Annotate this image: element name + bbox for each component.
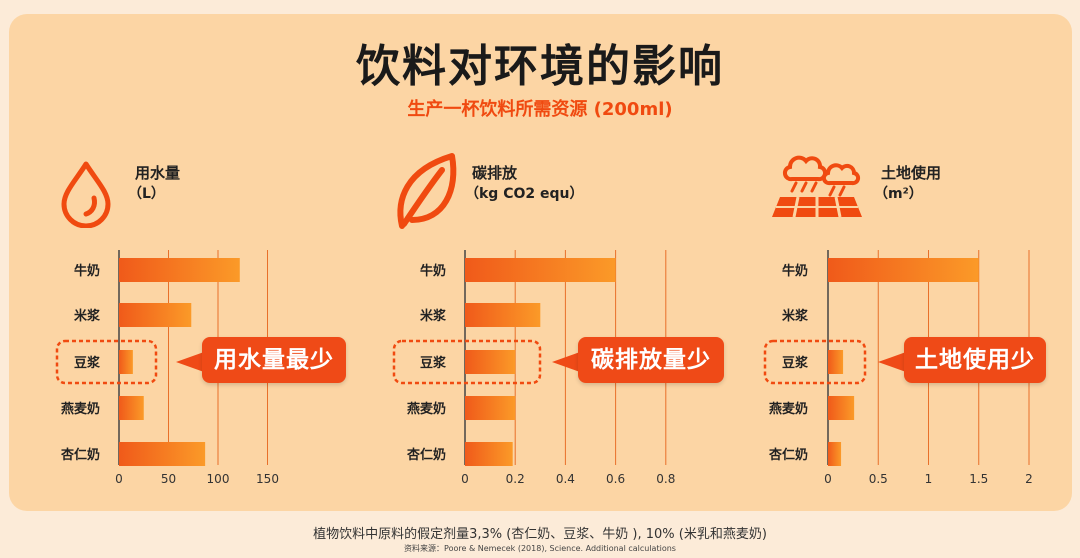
x-tick-label: 150	[256, 472, 279, 486]
leaf-icon	[392, 150, 462, 236]
bar	[119, 396, 144, 420]
category-label: 豆浆	[782, 355, 809, 371]
bar	[465, 396, 516, 420]
category-label: 米浆	[74, 308, 101, 324]
highlight-box	[392, 339, 542, 385]
source-citation: 资料来源：Poore & Nemecek (2018), Science. Ad…	[404, 544, 676, 553]
category-label: 牛奶	[74, 263, 100, 279]
category-label: 燕麦奶	[61, 401, 100, 417]
x-tick-label: 50	[161, 472, 176, 486]
category-label: 米浆	[782, 308, 809, 324]
water-metric-title: 用水量	[135, 164, 181, 182]
x-tick-label: 1	[925, 472, 933, 486]
bar	[119, 350, 133, 374]
x-tick-label: 0.6	[606, 472, 625, 486]
x-tick-label: 1.5	[969, 472, 988, 486]
land-metric-unit: （m²）	[874, 186, 923, 202]
x-tick-label: 0.4	[556, 472, 575, 486]
category-label: 牛奶	[420, 263, 446, 279]
bar	[828, 396, 855, 420]
highlight-box	[55, 339, 158, 385]
x-tick-label: 0	[824, 472, 832, 486]
land-callout: 土地使用少	[904, 337, 1046, 383]
x-tick-label: 0	[115, 472, 123, 486]
bar	[828, 258, 979, 282]
bar	[119, 303, 192, 327]
carbon-callout: 碳排放量少	[578, 337, 724, 383]
category-label: 米浆	[420, 308, 447, 324]
x-tick-label: 0.8	[656, 472, 675, 486]
land-metric-title: 土地使用	[881, 164, 942, 182]
category-label: 燕麦奶	[407, 401, 446, 417]
bar	[465, 350, 516, 374]
x-tick-label: 0	[461, 472, 469, 486]
carbon-metric-unit: （kg CO2 equ）	[465, 186, 584, 202]
bar	[465, 442, 513, 466]
water-drop-icon	[58, 160, 114, 232]
x-tick-label: 0.5	[869, 472, 888, 486]
category-label: 豆浆	[420, 355, 447, 371]
category-label: 杏仁奶	[407, 447, 446, 463]
footnote: 植物饮料中原料的假定剂量3,3% (杏仁奶、豆浆、牛奶 ), 10% (米乳和燕…	[313, 527, 767, 542]
bar	[465, 258, 616, 282]
bar	[119, 442, 206, 466]
callout-pointer	[552, 352, 580, 372]
bar	[828, 350, 844, 374]
farmland-rain-icon	[768, 145, 866, 225]
callout-pointer	[878, 352, 906, 372]
carbon-metric-title: 碳排放	[472, 164, 518, 182]
category-label: 杏仁奶	[61, 447, 100, 463]
callout-pointer	[176, 352, 204, 372]
bar	[828, 442, 842, 466]
x-tick-label: 100	[207, 472, 230, 486]
page-title: 饮料对环境的影响	[356, 41, 724, 92]
highlight-box	[763, 339, 867, 385]
category-label: 杏仁奶	[769, 447, 808, 463]
category-label: 豆浆	[74, 355, 101, 371]
x-tick-label: 2	[1025, 472, 1033, 486]
x-tick-label: 0.2	[506, 472, 525, 486]
category-label: 牛奶	[782, 263, 808, 279]
category-label: 燕麦奶	[769, 401, 808, 417]
water-metric-unit: （L）	[128, 186, 165, 202]
page-subtitle: 生产一杯饮料所需资源 (200ml)	[407, 99, 673, 120]
bar	[119, 258, 240, 282]
water-callout: 用水量最少	[202, 337, 346, 383]
bar	[465, 303, 541, 327]
